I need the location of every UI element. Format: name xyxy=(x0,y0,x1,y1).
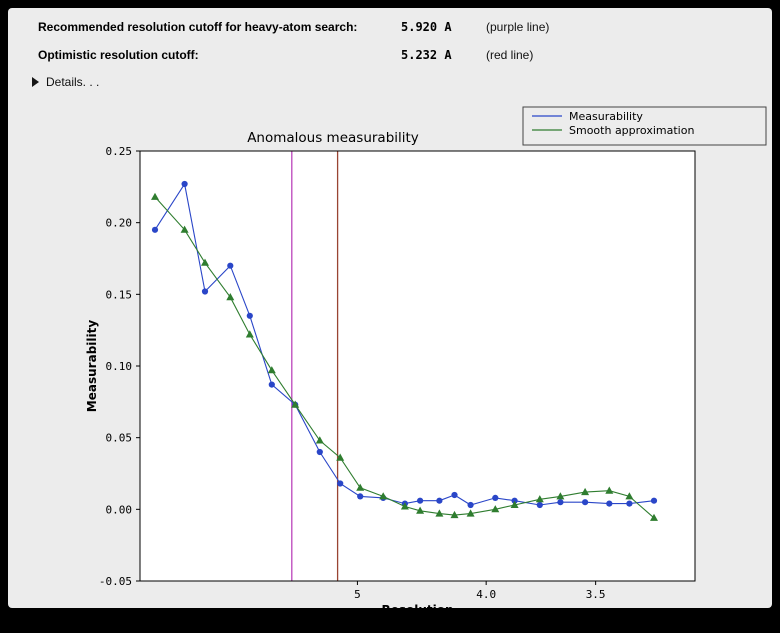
sad-analysis-panel: Recommended resolution cutoff for heavy-… xyxy=(8,8,772,608)
y-axis-label: Measurability xyxy=(85,320,99,413)
svg-text:-0.05: -0.05 xyxy=(99,575,132,588)
svg-text:5: 5 xyxy=(354,588,361,601)
recommended-cutoff-note: (purple line) xyxy=(486,20,550,34)
svg-text:0.25: 0.25 xyxy=(106,145,133,158)
recommended-cutoff-value: 5.920 A xyxy=(401,20,452,34)
svg-text:4.0: 4.0 xyxy=(476,588,496,601)
plot-background xyxy=(140,151,695,581)
svg-text:0.10: 0.10 xyxy=(106,360,133,373)
legend-box xyxy=(522,106,767,146)
svg-text:0.20: 0.20 xyxy=(106,217,133,230)
optimistic-cutoff-label: Optimistic resolution cutoff: xyxy=(38,48,199,62)
svg-text:0.05: 0.05 xyxy=(106,432,133,445)
recommended-cutoff-row: Recommended resolution cutoff for heavy-… xyxy=(8,20,772,38)
details-toggle[interactable]: Details. . . xyxy=(32,74,99,90)
optimistic-cutoff-note: (red line) xyxy=(486,48,534,62)
anomalous-measurability-plot: 0.25 0.20 0.15 0.10 0.05 0.00 -0.05 5 4.0 3.5 Anom… xyxy=(85,106,767,608)
y-axis-ticks: 0.25 0.20 0.15 0.10 0.05 0.00 -0.05 xyxy=(99,145,140,588)
svg-text:0.15: 0.15 xyxy=(106,288,133,301)
details-label: Details. . . xyxy=(46,75,100,89)
recommended-cutoff-label: Recommended resolution cutoff for heavy-… xyxy=(38,20,358,34)
optimistic-cutoff-row: Optimistic resolution cutoff: 5.232 A (r… xyxy=(8,48,772,66)
optimistic-cutoff-value: 5.232 A xyxy=(401,48,452,62)
x-axis-label: Resolution xyxy=(381,603,453,608)
x-axis-ticks: 5 4.0 3.5 xyxy=(354,581,606,601)
disclosure-triangle-icon xyxy=(32,77,39,87)
chart-title: Anomalous measurability xyxy=(247,130,419,146)
legend-label-smooth-approximation: Smooth approximation xyxy=(569,124,694,137)
series-markers-smooth-approximation xyxy=(151,192,658,521)
svg-text:3.5: 3.5 xyxy=(586,588,606,601)
series-line-measurability xyxy=(154,182,655,506)
series-line-smooth-approximation xyxy=(154,196,655,519)
legend-label-measurability: Measurability xyxy=(569,110,643,123)
svg-text:0.00: 0.00 xyxy=(106,503,133,516)
